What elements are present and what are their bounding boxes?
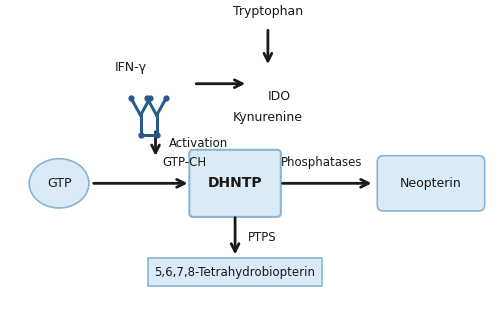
FancyBboxPatch shape	[148, 258, 322, 286]
FancyBboxPatch shape	[190, 150, 281, 217]
Text: GTP-CH: GTP-CH	[162, 155, 206, 168]
Text: PTPS: PTPS	[248, 231, 276, 244]
Ellipse shape	[29, 159, 89, 208]
Text: IDO: IDO	[268, 90, 291, 103]
Text: GTP: GTP	[47, 177, 72, 190]
Text: Tryptophan: Tryptophan	[233, 5, 303, 18]
Text: Kynurenine: Kynurenine	[233, 111, 303, 124]
Text: IFN-γ: IFN-γ	[114, 61, 146, 74]
Text: DHNTP: DHNTP	[208, 176, 262, 190]
Text: Phosphatases: Phosphatases	[281, 155, 362, 168]
FancyBboxPatch shape	[378, 156, 484, 211]
Text: 5,6,7,8-Tetrahydrobiopterin: 5,6,7,8-Tetrahydrobiopterin	[154, 266, 316, 279]
Text: Activation: Activation	[168, 138, 228, 150]
Text: Neopterin: Neopterin	[400, 177, 462, 190]
